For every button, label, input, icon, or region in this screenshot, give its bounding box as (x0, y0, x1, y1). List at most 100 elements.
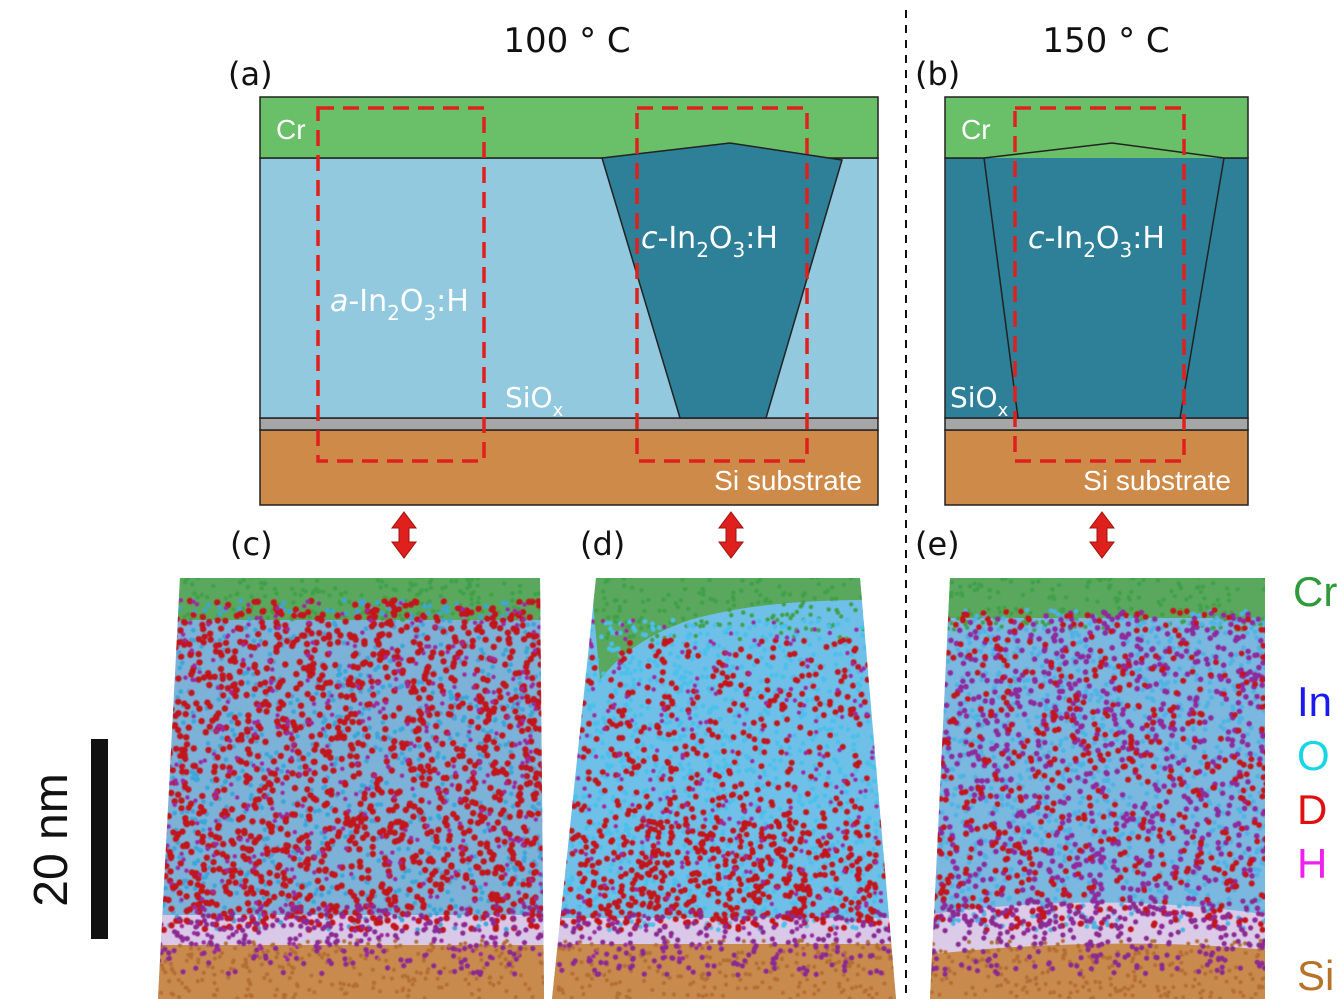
atom-dot (441, 692, 446, 697)
atom-dot (324, 876, 329, 882)
atom-dot (487, 954, 493, 960)
atom-dot (256, 643, 261, 648)
atom-dot (280, 965, 285, 970)
atom-dot (158, 610, 163, 615)
atom-dot (148, 811, 154, 817)
atom-dot (180, 778, 186, 783)
atom-dot (323, 733, 329, 739)
atom-dot (520, 707, 525, 712)
atom-dot (519, 622, 526, 629)
atom-dot (422, 604, 427, 609)
atom-dot (517, 945, 524, 952)
atom-dot (452, 684, 457, 690)
atom-dot (226, 890, 234, 897)
atom-dot (552, 897, 553, 903)
atom-dot (184, 958, 189, 963)
atom-dot (338, 780, 343, 785)
atom-dot (207, 827, 213, 832)
atom-dot (523, 946, 528, 951)
atom-dot (325, 744, 330, 749)
atom-dot (539, 690, 544, 697)
atom-dot (363, 626, 369, 632)
atom-dot (211, 583, 216, 589)
atom-dot (443, 869, 450, 876)
atom-dot (326, 953, 330, 958)
atom-dot (741, 610, 746, 615)
atom-dot (771, 889, 777, 894)
atom-dot (282, 996, 287, 999)
atom-dot (628, 697, 634, 703)
atom-dot (884, 842, 889, 848)
atom-dot (529, 911, 536, 918)
atom-dot (609, 862, 615, 867)
atom-dot (884, 624, 889, 630)
atom-dot (704, 674, 710, 680)
atom-dot (245, 717, 252, 725)
atom-dot (274, 750, 279, 756)
atom-dot (377, 709, 383, 715)
cr-label-b: Cr (961, 114, 991, 145)
atom-dot (399, 751, 405, 756)
atom-dot (499, 732, 506, 739)
atom-dot (771, 758, 777, 763)
atom-dot (543, 714, 544, 720)
roi-box-crystalline-b (1013, 106, 1186, 463)
atom-dot (379, 850, 384, 855)
atom-dot (747, 625, 752, 631)
atom-dot (407, 978, 412, 983)
atom-dot (425, 679, 433, 686)
atom-dot (528, 749, 533, 754)
atom-dot (480, 858, 487, 865)
atom-dot (631, 633, 636, 639)
atom-dot (337, 946, 342, 951)
atom-dot (516, 598, 523, 606)
atom-dot (274, 631, 281, 639)
atom-dot (375, 701, 380, 706)
atom-dot (161, 642, 168, 649)
atom-dot (327, 754, 334, 761)
atom-dot (372, 572, 376, 576)
atom-dot (511, 971, 518, 977)
atom-dot (230, 932, 236, 938)
atom-dot (391, 657, 397, 663)
atom-dot (440, 586, 445, 591)
atom-dot (699, 600, 705, 605)
atom-dot (543, 614, 544, 622)
atom-dot (690, 721, 696, 726)
atom-dot (410, 766, 417, 773)
atom-dot (503, 781, 509, 786)
atom-dot (869, 734, 875, 740)
atom-dot (532, 725, 539, 732)
atom-dot (343, 961, 349, 967)
atom-dot (499, 766, 506, 773)
atom-dot (289, 755, 294, 761)
atom-dot (194, 919, 201, 925)
atom-dot (826, 571, 830, 575)
atom-dot (414, 592, 420, 597)
atom-dot (546, 675, 551, 680)
atom-dot (447, 904, 454, 911)
atom-dot (829, 896, 835, 902)
atom-dot (230, 727, 235, 733)
atom-dot (234, 890, 240, 896)
atom-dot (506, 668, 512, 674)
atom-dot (404, 903, 412, 910)
atom-dot (228, 578, 234, 579)
atom-dot (380, 684, 386, 690)
atom-dot (541, 975, 544, 980)
atom-dot (245, 712, 252, 719)
atom-dot (546, 765, 551, 770)
atom-dot (359, 953, 363, 958)
atom-dot (150, 691, 154, 695)
atom-dot (330, 697, 336, 703)
atom-dot (390, 609, 397, 616)
atom-dot (496, 687, 503, 695)
atom-dot (158, 708, 161, 714)
atom-dot (488, 934, 494, 940)
atom-dot (607, 898, 612, 903)
atom-dot (427, 599, 432, 604)
atom-dot (235, 828, 242, 835)
atom-dot (305, 939, 310, 944)
atom-dot (158, 654, 164, 661)
atom-dot (435, 750, 441, 756)
